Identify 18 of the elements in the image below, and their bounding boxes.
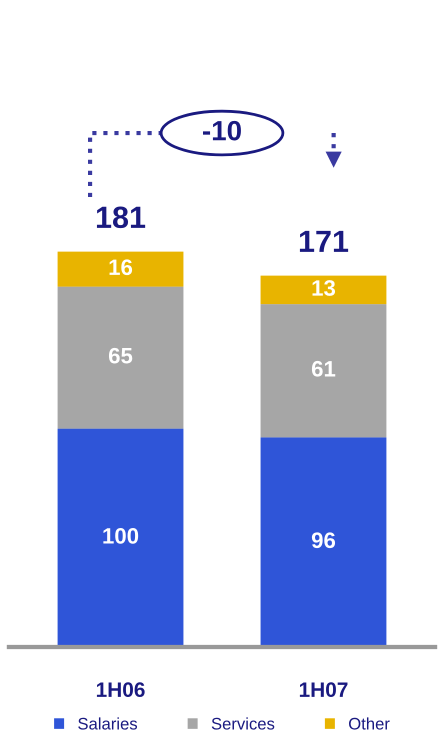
legend-label: Salaries (78, 717, 138, 730)
legend-label: Services (212, 717, 274, 730)
bar (260, 304, 386, 438)
bar (260, 276, 386, 304)
text: -10 (203, 120, 241, 140)
data-label: 13 (312, 280, 336, 296)
data-label: 61 (312, 360, 336, 377)
x-tick-label: 1H06 (96, 682, 145, 698)
bar (58, 286, 184, 429)
data-label: 16 (110, 259, 132, 276)
data-label: 65 (108, 348, 132, 364)
data-label: 100 (103, 528, 138, 544)
data-label: 96 (312, 532, 336, 548)
legend-label: Other (349, 717, 390, 730)
total-label: 181 (96, 206, 146, 228)
x-tick-label: 1H07 (300, 682, 348, 698)
total-label: 171 (300, 230, 348, 252)
bar (58, 252, 184, 287)
